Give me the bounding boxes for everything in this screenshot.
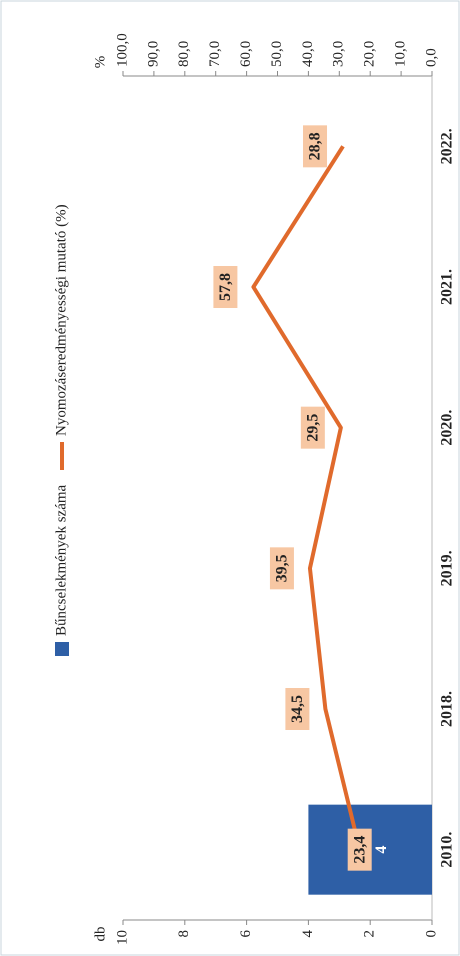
data-label: 34,5: [289, 695, 306, 723]
line: [251, 145, 362, 851]
y-tick-label: 10: [114, 930, 130, 945]
x-tick-label: 2020.: [439, 410, 456, 446]
y-tick-label: 4: [300, 930, 316, 938]
x-tick-label: 2022.: [439, 128, 456, 164]
bar-label: 4: [373, 846, 390, 854]
y2-tick-label: 10,0: [393, 41, 409, 67]
y2-tick-label: 30,0: [331, 41, 347, 67]
y-tick-label: 0: [423, 930, 439, 938]
legend-swatch: [55, 642, 69, 656]
label-box: [347, 828, 372, 871]
y-axis-label: db: [92, 927, 108, 942]
y2-tick-label: 100,0: [114, 33, 130, 67]
y2-tick-label: 70,0: [207, 41, 223, 67]
y-tick-label: 8: [176, 930, 192, 938]
data-label: 29,5: [305, 414, 322, 442]
x-tick-label: 2021.: [439, 269, 456, 305]
label-box: [303, 125, 328, 168]
y2-tick-label: 0,0: [423, 48, 439, 67]
x-tick-label: 2010.: [439, 832, 456, 868]
y2-axis-label: %: [92, 56, 108, 69]
label-box: [285, 688, 310, 730]
data-label: 28,8: [307, 132, 324, 160]
y-tick-label: 2: [362, 930, 378, 938]
y2-tick-label: 80,0: [176, 41, 192, 67]
label-box: [269, 547, 294, 590]
data-label: 57,8: [217, 273, 234, 301]
x-tick-label: 2018.: [439, 691, 456, 727]
data-label: 39,5: [274, 554, 291, 582]
y2-tick-label: 20,0: [362, 41, 378, 67]
y2-tick-label: 40,0: [300, 41, 316, 67]
y2-tick-label: 90,0: [145, 41, 161, 67]
x-tick-label: 2019.: [439, 550, 456, 586]
data-label: 23,4: [351, 836, 368, 864]
y2-tick-label: 60,0: [238, 41, 254, 67]
y2-tick-label: 50,0: [269, 41, 285, 67]
legend-label: Bűncselekmények száma: [53, 484, 69, 636]
label-box: [300, 406, 325, 449]
label-box: [213, 266, 238, 308]
legend-label: Nyomozáseredményességi mutató (%): [53, 204, 69, 436]
y-tick-label: 6: [238, 930, 254, 938]
